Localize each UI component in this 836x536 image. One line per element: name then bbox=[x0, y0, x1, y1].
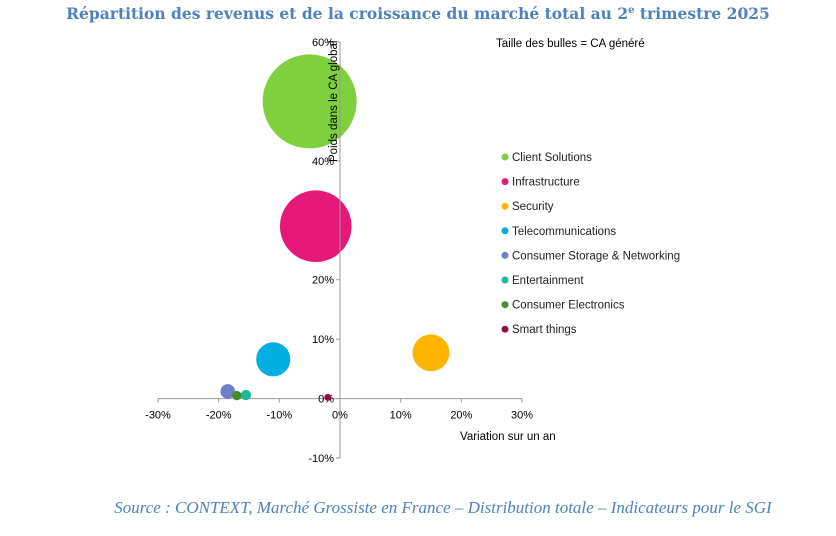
y-tick-label: 40% bbox=[312, 156, 334, 168]
legend-marker bbox=[501, 276, 509, 284]
legend-entry: Infrastructure bbox=[512, 177, 580, 189]
bubbles bbox=[220, 54, 450, 401]
y-axis-label: Poids dans le CA global bbox=[328, 41, 340, 162]
bubble-security bbox=[412, 334, 450, 372]
legend-marker bbox=[501, 227, 509, 235]
legend-marker bbox=[501, 153, 509, 161]
legend-entry: Entertainment bbox=[512, 275, 584, 287]
legend-marker bbox=[501, 251, 509, 259]
legend-entry: Client Solutions bbox=[512, 152, 592, 164]
x-tick-label: 10% bbox=[390, 410, 412, 422]
legend-entry: Smart things bbox=[512, 324, 577, 336]
bubble-entertainment bbox=[240, 389, 252, 401]
bubble-infrastructure bbox=[279, 190, 352, 263]
y-tick-label: 20% bbox=[312, 275, 334, 287]
bubble-consumer-storage-networking bbox=[220, 384, 236, 399]
x-tick-label: -10% bbox=[266, 410, 292, 422]
bubble-telecommunications bbox=[256, 342, 291, 377]
y-tick-label: 10% bbox=[312, 334, 334, 346]
legend-entry: Telecommunications bbox=[512, 226, 616, 238]
x-tick-label: 30% bbox=[511, 410, 533, 422]
x-tick-label: -20% bbox=[206, 410, 232, 422]
y-tick-label: 60% bbox=[312, 37, 334, 49]
legend-entry: Consumer Storage & Networking bbox=[512, 250, 680, 262]
bubble-smart-things bbox=[324, 393, 332, 401]
legend-entry: Consumer Electronics bbox=[512, 300, 625, 312]
legend: Client Solutions Infrastructure Security Te… bbox=[501, 152, 680, 336]
legend-marker bbox=[501, 301, 509, 309]
bubble-consumer-electronics bbox=[232, 390, 242, 401]
bubble-size-note: Taille des bulles = CA généré bbox=[496, 38, 645, 50]
x-tick-label: 20% bbox=[450, 410, 472, 422]
x-axis-label: Variation sur un an bbox=[460, 431, 556, 443]
bubble-client-solutions bbox=[262, 54, 357, 149]
legend-marker bbox=[501, 202, 509, 210]
legend-marker bbox=[501, 325, 509, 333]
source-note: Source : CONTEXT, Marché Grossiste en Fr… bbox=[114, 498, 772, 517]
chart-title: Répartition des revenus et de la croissa… bbox=[66, 4, 770, 23]
x-tick-label: -30% bbox=[145, 410, 171, 422]
legend-marker bbox=[501, 178, 509, 186]
y-tick-label: -10% bbox=[308, 453, 334, 465]
legend-entry: Security bbox=[512, 201, 554, 213]
